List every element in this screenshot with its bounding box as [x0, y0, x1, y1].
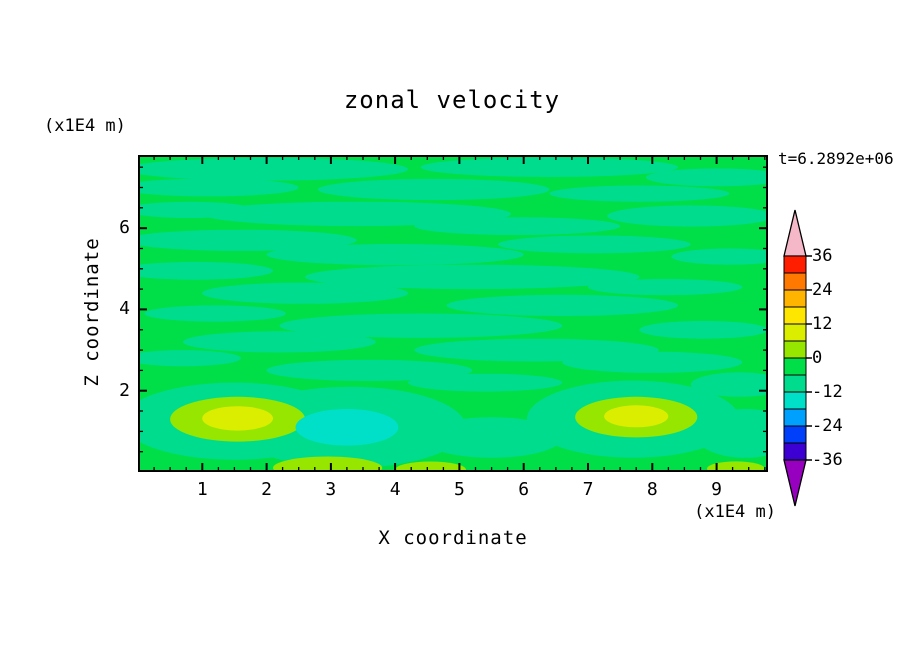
colorbar-band	[783, 408, 807, 427]
y-tick-label: 2	[119, 379, 130, 401]
colorbar-tick-label: 12	[812, 314, 833, 334]
colorbar-band	[783, 255, 807, 274]
colorbar-band	[783, 357, 807, 376]
y-axis-unit-label: (x1E4 m)	[44, 116, 126, 136]
plot-area	[138, 155, 768, 472]
x-axis-unit-label: (x1E4 m)	[694, 502, 776, 522]
colorbar-tick-label: -24	[812, 416, 843, 436]
colorbar-band	[783, 374, 807, 393]
colorbar-band	[783, 391, 807, 410]
colorbar-band	[783, 306, 807, 325]
colorbar-tick-label: 0	[812, 348, 823, 368]
colorbar-band	[783, 272, 807, 291]
x-tick-label: 5	[454, 479, 465, 500]
x-tick-label: 2	[261, 479, 272, 500]
contour-field-svg	[138, 155, 768, 472]
colorbar-arrow-bottom	[783, 459, 807, 507]
colorbar-band	[783, 323, 807, 342]
x-tick-label: 8	[646, 479, 658, 500]
y-tick-label: 6	[119, 217, 130, 239]
x-tick-label: 7	[582, 479, 594, 500]
y-tick-label: 4	[119, 298, 130, 320]
colorbar-tick-label: -12	[812, 382, 843, 402]
colorbar-band	[783, 340, 807, 359]
time-annotation: t=6.2892e+06	[778, 149, 894, 168]
colorbar-band	[783, 442, 807, 461]
x-tick-label: 9	[711, 479, 722, 500]
x-tick-label: 4	[389, 479, 401, 500]
colorbar-tick-label: -36	[812, 450, 843, 470]
colorbar	[783, 209, 812, 507]
x-tick-label: 1	[196, 479, 208, 500]
colorbar-band	[783, 425, 807, 444]
colorbar-arrow-top	[783, 209, 807, 257]
chart-title: zonal velocity	[343, 86, 561, 114]
colorbar-tick-label: 36	[812, 246, 833, 266]
colorbar-band	[783, 289, 807, 308]
x-tick-label: 3	[325, 479, 337, 500]
colorbar-tick-label: 24	[812, 280, 833, 300]
x-tick-label: 6	[518, 479, 530, 500]
x-axis-label: X coordinate	[378, 527, 528, 549]
y-axis-label: Z coordinate	[81, 237, 103, 387]
